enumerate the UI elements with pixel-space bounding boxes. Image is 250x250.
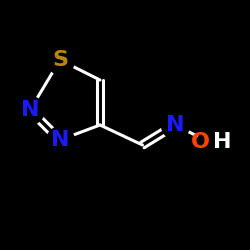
Text: N: N — [166, 115, 184, 135]
Text: H: H — [213, 132, 232, 152]
Text: N: N — [21, 100, 39, 120]
Text: O: O — [190, 132, 210, 152]
Text: N: N — [51, 130, 69, 150]
Text: S: S — [52, 50, 68, 70]
